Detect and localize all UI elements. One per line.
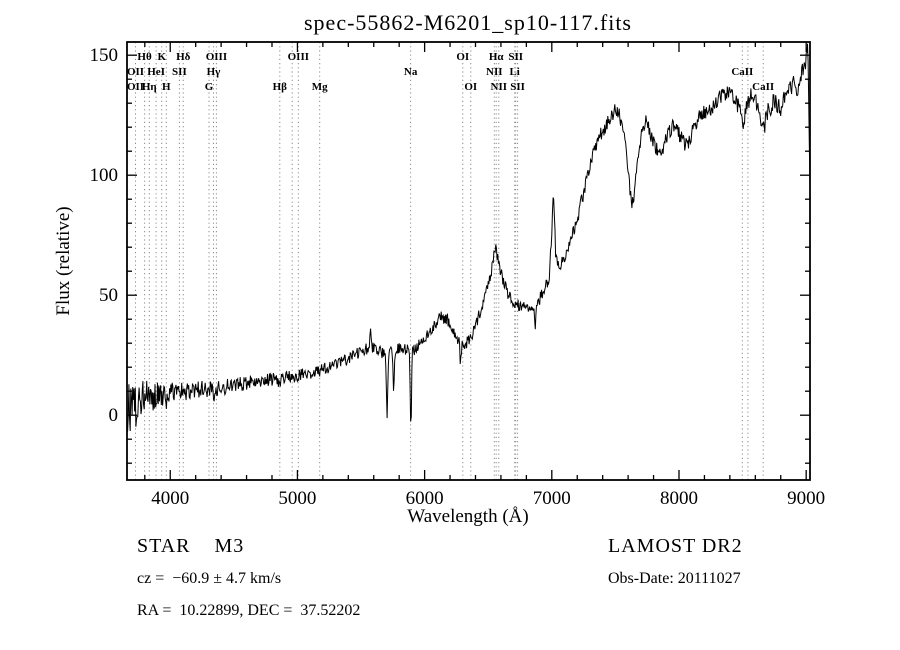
spectral-line-label: SII xyxy=(172,66,187,78)
y-tick-label: 100 xyxy=(90,165,119,186)
spectral-line-label: CaII xyxy=(731,66,753,78)
x-tick-label: 7000 xyxy=(533,488,571,509)
spectral-line-label: OIII xyxy=(206,51,227,63)
spectral-line-label: SII xyxy=(508,51,523,63)
spectral-line-label: Li xyxy=(509,66,519,78)
spectral-line-label: Hθ xyxy=(137,51,152,63)
spectral-line-label: Hβ xyxy=(273,81,288,93)
y-tick-label: 50 xyxy=(99,285,118,306)
x-tick-label: 5000 xyxy=(278,488,316,509)
spectral-line-label: OII xyxy=(127,81,144,93)
x-tick-label: 6000 xyxy=(406,488,444,509)
spectral-line-label: Na xyxy=(404,66,418,78)
spectral-line-label: G xyxy=(205,81,214,93)
x-tick-label: 9000 xyxy=(787,488,825,509)
spectral-line-label: OI xyxy=(464,81,477,93)
spectral-line-label: Hα xyxy=(489,51,505,63)
plot-title: spec-55862-M6201_sp10-117.fits xyxy=(304,10,632,35)
spectral-line-label: Mg xyxy=(312,81,328,93)
spectral-line-label: OIII xyxy=(288,51,309,63)
spectral-line-label: K xyxy=(157,51,166,63)
obs-date-text: Obs-Date: 20111027 xyxy=(608,570,741,587)
y-tick-label: 150 xyxy=(90,45,119,66)
cz-velocity-text: cz = −60.9 ± 4.7 km/s xyxy=(137,570,282,587)
spectrum-trace xyxy=(126,43,811,432)
spectral-line-label: OII xyxy=(127,66,144,78)
spectral-line-label: NII xyxy=(486,66,503,78)
survey-name-text: LAMOST DR2 xyxy=(608,535,743,557)
plot-frame xyxy=(126,41,811,481)
x-tick-label: 4000 xyxy=(151,488,189,509)
x-tick-label: 8000 xyxy=(660,488,698,509)
spectral-line-label: Hδ xyxy=(176,51,191,63)
x-axis-label: Wavelength (Å) xyxy=(407,506,529,527)
object-class-text: STAR M3 xyxy=(137,535,245,557)
ra-dec-text: RA = 10.22899, DEC = 37.52202 xyxy=(137,602,361,619)
spectral-line-label: Hγ xyxy=(207,66,221,78)
y-tick-label: 0 xyxy=(109,405,119,426)
spectral-line-label: NII xyxy=(491,81,508,93)
spectral-line-label: SII xyxy=(510,81,525,93)
spectral-line-label: OI xyxy=(456,51,469,63)
spectral-line-label: CaII xyxy=(752,81,774,93)
spectral-line-label: H xyxy=(162,81,171,93)
spectral-line-label: Hη xyxy=(142,81,157,93)
spectral-line-label: HeI xyxy=(147,66,165,78)
